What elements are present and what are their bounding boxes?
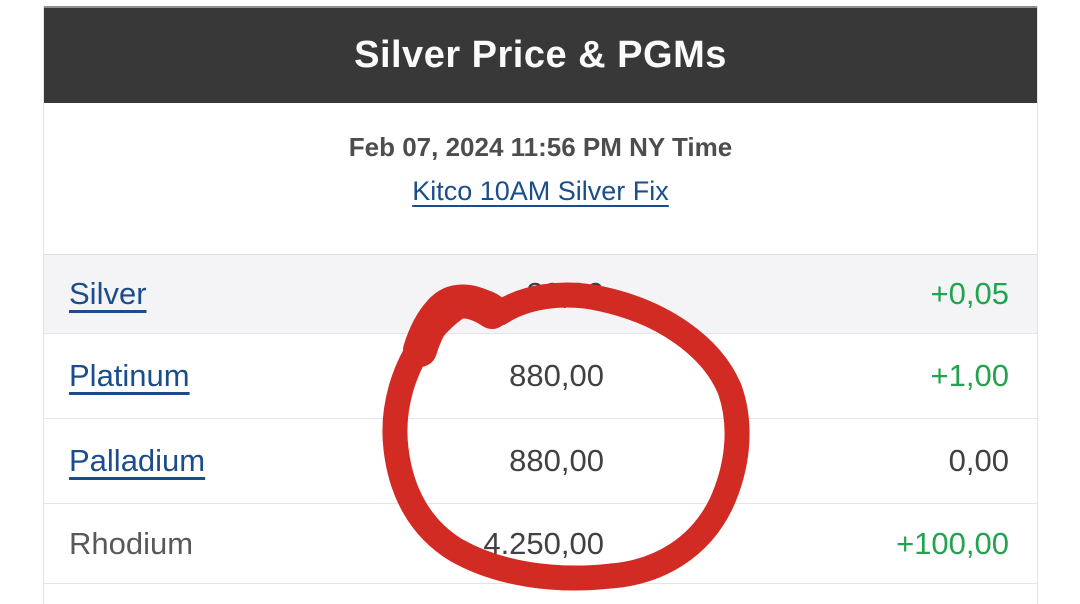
table-row-platinum: Platinum 880,00 +1,00: [44, 334, 1037, 419]
platinum-link[interactable]: Platinum: [69, 358, 190, 393]
table-row-silver: Silver 22,20 +0,05: [44, 255, 1037, 334]
change-value: 0,00: [948, 443, 1009, 478]
table-row-rhodium: Rhodium 4.250,00 +100,00: [44, 504, 1037, 584]
price-value: 4.250,00: [483, 525, 604, 561]
metal-name-cell: Silver: [69, 276, 349, 312]
price-value: 22,20: [526, 276, 604, 311]
price-value: 880,00: [509, 358, 604, 393]
palladium-link[interactable]: Palladium: [69, 443, 206, 478]
change-value: +0,05: [930, 276, 1009, 311]
change-value: +1,00: [930, 358, 1009, 393]
table-title: Silver Price & PGMs: [354, 34, 727, 76]
table-row-palladium: Palladium 880,00 0,00: [44, 419, 1037, 504]
table-header: Silver Price & PGMs: [44, 6, 1037, 103]
metal-name-cell: Rhodium: [69, 526, 349, 562]
metal-name-cell: Platinum: [69, 358, 349, 394]
rhodium-label: Rhodium: [69, 525, 194, 561]
price-value: 880,00: [509, 443, 604, 478]
timestamp: Feb 07, 2024 11:56 PM NY Time: [348, 132, 733, 162]
silver-fix-link[interactable]: Kitco 10AM Silver Fix: [412, 176, 669, 206]
info-section: Feb 07, 2024 11:56 PM NY Time Kitco 10AM…: [44, 103, 1037, 255]
metal-name-cell: Palladium: [69, 443, 349, 479]
price-table: Silver Price & PGMs Feb 07, 2024 11:56 P…: [43, 6, 1038, 604]
silver-link[interactable]: Silver: [69, 276, 147, 311]
change-value: +100,00: [896, 525, 1009, 561]
